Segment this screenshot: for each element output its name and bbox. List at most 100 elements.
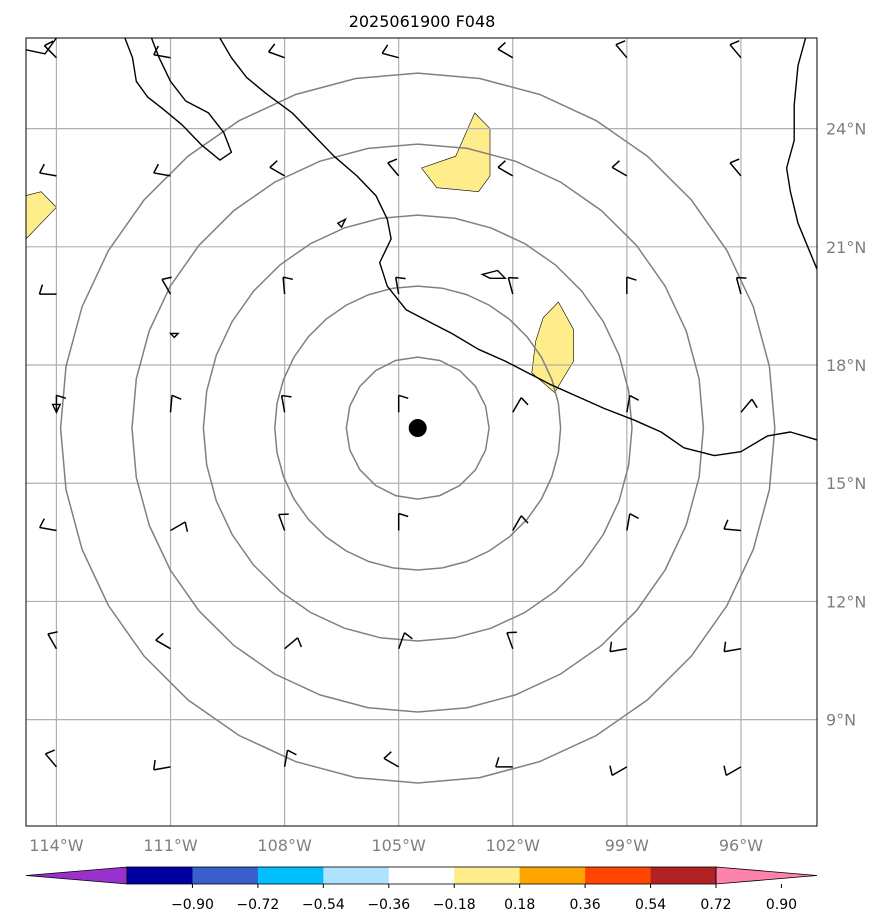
wind-barb	[611, 160, 628, 177]
wind-barb	[735, 276, 747, 295]
wind-barb	[268, 43, 285, 59]
colorbar-tick-label: 0.36	[570, 897, 601, 913]
shaded-area-3	[26, 191, 57, 240]
wind-barb	[269, 160, 285, 177]
wind-barb	[626, 394, 639, 413]
colorbar	[25, 866, 818, 885]
lat-tick-label: 15°N	[826, 474, 866, 493]
wind-barb	[497, 160, 514, 177]
map-title: 2025061900 F048	[349, 12, 496, 31]
colorbar-tick-label: 0.90	[766, 897, 797, 913]
wind-barb	[43, 40, 57, 59]
wind-barb	[626, 276, 637, 295]
coastline-2	[124, 38, 233, 161]
lon-tick-label: 114°W	[29, 836, 84, 855]
colorbar-tick-label: −0.90	[171, 897, 214, 913]
lon-tick-label: 108°W	[257, 836, 312, 855]
wind-barb	[169, 394, 182, 413]
shaded-area-2	[531, 301, 574, 394]
colorbar-extend-high	[715, 866, 818, 885]
wind-barb	[381, 44, 399, 59]
colorbar-segment	[585, 867, 652, 884]
coastline-1	[219, 38, 817, 457]
coastline-3	[26, 38, 57, 55]
island-2	[336, 217, 347, 229]
wind-barb	[161, 276, 172, 295]
wind-barb	[44, 749, 57, 768]
graticule	[26, 38, 817, 826]
wind-barb	[284, 637, 303, 650]
island-1	[480, 269, 507, 279]
wind-barb	[615, 40, 628, 59]
colorbar-tick-label: −0.54	[302, 897, 345, 913]
wind-barb	[153, 163, 171, 177]
longitude-labels: 114°W 111°W 108°W 105°W 102°W 99°W 96°W	[29, 836, 763, 855]
wind-barb	[397, 512, 409, 531]
wind-barb	[609, 765, 628, 777]
colorbar-segment	[519, 867, 586, 884]
coastline-4	[785, 38, 817, 326]
colorbar-segment	[127, 867, 193, 884]
wind-barb	[38, 284, 57, 295]
wind-barb	[155, 632, 171, 650]
wind-barb	[723, 519, 742, 532]
wind-barb	[153, 45, 171, 59]
shaded-area-1	[421, 112, 491, 193]
colorbar-tick-label: 0.72	[700, 897, 731, 913]
lon-tick-label: 111°W	[143, 836, 198, 855]
range-ring-5	[59, 72, 776, 784]
range-ring-3	[202, 214, 633, 642]
latitude-labels: 24°N 21°N 18°N 15°N 12°N 9°N	[826, 120, 866, 730]
map-plot-area	[26, 38, 817, 826]
wind-barb	[283, 749, 297, 768]
range-ring-4	[131, 143, 705, 713]
colorbar-segment	[257, 867, 324, 884]
wind-barb	[153, 759, 171, 771]
wind-barb	[507, 276, 519, 295]
colorbar-tick-label: −0.18	[433, 897, 476, 913]
wind-barb	[278, 513, 289, 531]
colorbar-segment	[454, 867, 521, 884]
lat-tick-label: 21°N	[826, 238, 866, 257]
lat-tick-label: 24°N	[826, 120, 866, 139]
colorbar-segment	[323, 867, 390, 884]
wind-barb	[397, 394, 409, 413]
wind-barb	[512, 515, 529, 531]
wind-barb	[394, 276, 406, 295]
colorbar-extend-low	[25, 866, 128, 885]
lon-tick-label: 96°W	[719, 836, 763, 855]
wind-barb	[497, 41, 514, 59]
colorbar-segment	[192, 867, 259, 884]
range-ring-2	[274, 285, 562, 571]
wind-barb	[39, 518, 57, 532]
wind-barb	[39, 163, 57, 177]
wind-barb	[280, 394, 292, 413]
map-frame	[25, 37, 818, 827]
colorbar-tick-label: −0.72	[236, 897, 279, 913]
wind-barb	[387, 158, 400, 177]
wind-barbs	[38, 40, 758, 777]
island-3	[168, 332, 180, 339]
colorbar-outline	[126, 866, 717, 885]
storm-center-marker	[408, 419, 427, 438]
shaded-areas	[26, 112, 574, 394]
wind-barb	[47, 631, 58, 650]
lat-tick-label: 12°N	[826, 592, 866, 611]
colorbar-labels: −0.90 −0.72 −0.54 −0.36 −0.18 0.18 0.36 0.54 0.7…	[171, 884, 797, 913]
wind-barb	[723, 765, 742, 777]
wind-barb	[383, 751, 400, 768]
colorbar-segment	[388, 867, 455, 884]
wind-barb	[512, 397, 529, 413]
wind-barb	[740, 398, 758, 413]
lat-tick-label: 9°N	[826, 711, 856, 730]
wind-barb	[729, 158, 742, 177]
wind-barb	[282, 276, 294, 295]
wind-barb	[495, 757, 513, 768]
range-rings	[59, 72, 776, 784]
colorbar-segment	[650, 867, 717, 884]
range-ring-1	[345, 356, 490, 500]
wind-barb	[723, 641, 742, 653]
wind-barb	[55, 394, 67, 413]
wind-barb	[506, 631, 517, 649]
